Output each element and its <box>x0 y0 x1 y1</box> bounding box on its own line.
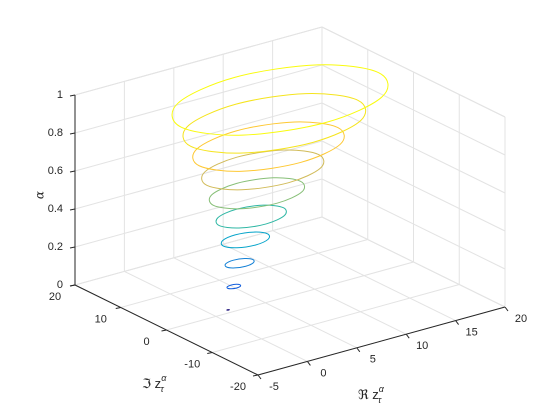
tick-mark <box>207 352 213 354</box>
x-tick-label: -5 <box>269 381 279 393</box>
plot-area <box>171 64 389 311</box>
grid-line <box>166 261 414 331</box>
grid-line <box>212 284 460 353</box>
y-axis-line <box>74 284 259 376</box>
grid-line <box>321 178 506 270</box>
tick-mark <box>257 374 262 380</box>
level-ring <box>224 257 255 269</box>
z-tick-label: 1 <box>57 89 63 101</box>
tick-mark <box>455 320 460 325</box>
grid <box>69 26 509 380</box>
grid-line <box>74 178 323 248</box>
x-axis-line <box>257 306 506 376</box>
z-tick-label: 0.2 <box>48 241 63 253</box>
level-ring <box>215 204 287 229</box>
tick-mark <box>69 94 76 97</box>
level-ring <box>192 121 345 172</box>
x-axis-label-sub: τ <box>378 395 382 405</box>
level-ring <box>220 231 271 249</box>
grid-line <box>321 64 506 156</box>
grid-line <box>74 140 323 210</box>
tick-mark <box>504 306 509 312</box>
z-axis-label: α <box>33 191 47 199</box>
grid-line <box>321 216 506 308</box>
tick-mark <box>69 208 76 211</box>
grid-line <box>321 102 506 194</box>
box-edge <box>74 26 323 96</box>
grid-line <box>74 216 323 286</box>
y-axis-label: ℑ zα τ <box>142 373 167 394</box>
y-tick-label: -20 <box>230 381 246 393</box>
y-axis-label-base: ℑ z <box>142 376 161 391</box>
level-ring <box>226 283 242 290</box>
tick-mark <box>306 361 311 366</box>
level-ring <box>182 92 367 154</box>
z-tick-label: 0.4 <box>48 203 63 215</box>
grid-line <box>74 102 323 172</box>
grid-line <box>74 64 323 134</box>
level-ring <box>208 177 306 210</box>
x-tick-label: 20 <box>515 313 527 325</box>
x-tick-label: 15 <box>465 327 477 339</box>
tick-mark <box>356 347 361 353</box>
tick-mark <box>69 132 76 135</box>
tick-mark <box>69 284 76 287</box>
grid-line <box>321 140 506 232</box>
grid-line <box>120 239 368 308</box>
level-ring <box>226 308 230 311</box>
y-tick-label: 0 <box>143 336 149 348</box>
box-edge <box>321 26 506 118</box>
y-tick-label: 10 <box>95 313 107 325</box>
x-axis-label: ℜ zα τ <box>358 384 385 405</box>
tick-mark <box>252 374 259 377</box>
tick-mark <box>69 246 76 249</box>
tick-mark <box>405 333 410 339</box>
tick-mark <box>161 329 167 332</box>
level-ring <box>201 149 325 191</box>
z-tick-label: 0.8 <box>48 127 63 139</box>
tick-mark <box>69 170 76 173</box>
y-axis-label-sub: τ <box>160 384 164 394</box>
z-tick-label: 0 <box>57 279 63 291</box>
y-tick-label: 20 <box>49 291 61 303</box>
y-tick-label: -10 <box>184 358 200 370</box>
z-tick-label: 0.6 <box>48 165 63 177</box>
x-tick-label: 10 <box>416 340 428 352</box>
x-tick-label: 0 <box>320 367 326 379</box>
level-ring <box>171 64 389 136</box>
y-axis-label-sup: α <box>161 373 167 383</box>
x-axis-label-base: ℜ z <box>358 387 379 402</box>
tick-mark <box>115 307 121 309</box>
x-tick-label: 5 <box>370 354 376 366</box>
x-axis-label-sup: α <box>379 384 385 394</box>
